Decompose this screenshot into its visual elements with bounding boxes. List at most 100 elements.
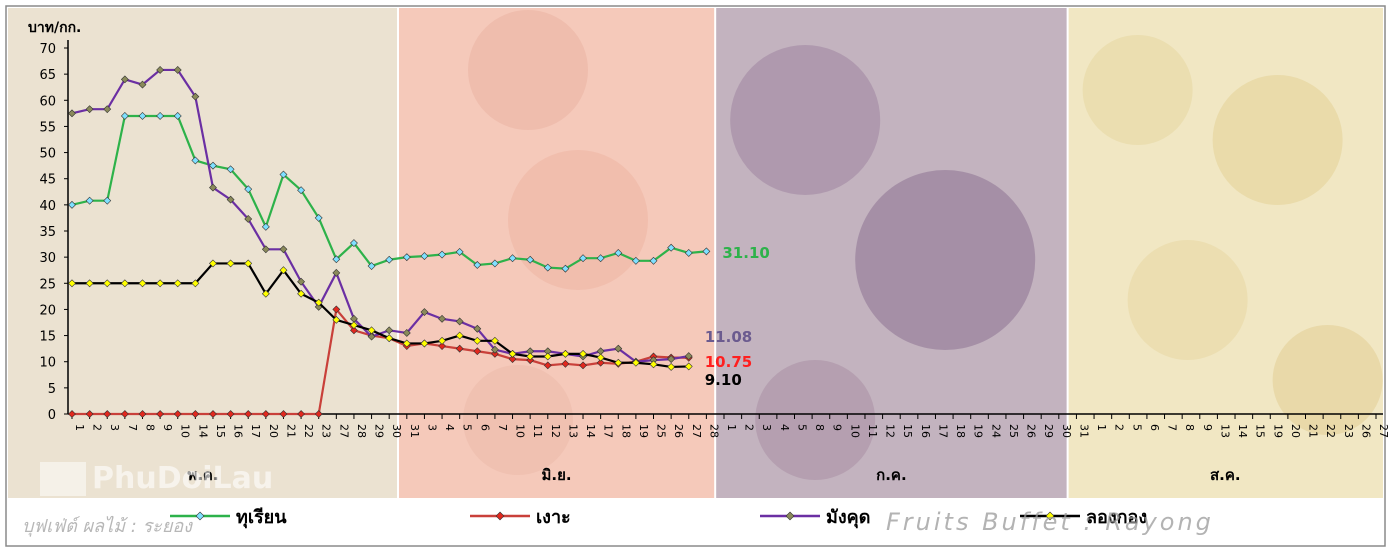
data-point <box>438 336 446 345</box>
x-tick-label: 13 <box>1218 424 1231 438</box>
data-point <box>543 263 552 272</box>
fruit-photo-blob <box>755 360 876 480</box>
x-tick-label: 9 <box>831 424 844 431</box>
data-point <box>455 331 464 340</box>
data-point <box>332 305 341 314</box>
y-tick-label: 35 <box>39 225 56 240</box>
x-tick-label: 7 <box>496 424 509 431</box>
data-point <box>561 359 570 368</box>
data-point <box>667 355 676 364</box>
data-point <box>543 352 552 361</box>
data-point <box>85 410 94 418</box>
x-tick-label: 12 <box>884 424 897 438</box>
fruit-photo-blob <box>855 170 1036 350</box>
data-point <box>438 342 446 350</box>
data-point <box>596 353 605 362</box>
data-point <box>420 308 429 316</box>
x-tick-label: 20 <box>267 424 280 438</box>
x-tick-label: 17 <box>249 424 262 438</box>
data-point <box>191 92 200 101</box>
x-tick-label: 3 <box>108 424 121 431</box>
data-point <box>244 259 253 268</box>
y-axis-label: บาท/กก. <box>28 20 81 36</box>
x-tick-label: 22 <box>302 424 315 438</box>
x-tick-label: 25 <box>655 424 668 438</box>
y-tick-label: 55 <box>39 120 56 135</box>
fruit-photo-blob <box>1127 240 1248 360</box>
x-tick-label: 29 <box>1042 424 1055 438</box>
data-point <box>631 256 640 265</box>
x-tick-label: 14 <box>196 424 209 438</box>
data-point <box>297 410 306 418</box>
x-tick-label: 8 <box>143 424 156 431</box>
data-point <box>297 289 306 298</box>
data-point <box>684 352 693 360</box>
x-tick-label: 14 <box>584 424 597 438</box>
x-tick-label: 23 <box>320 424 333 438</box>
x-tick-label: 10 <box>179 424 192 438</box>
data-point <box>490 349 499 358</box>
data-point <box>420 339 429 348</box>
data-point <box>473 336 482 345</box>
data-point <box>173 112 182 120</box>
x-tick-label: 25 <box>1007 424 1020 438</box>
x-tick-label: 27 <box>337 424 350 438</box>
data-point <box>649 360 658 369</box>
y-tick-label: 40 <box>39 199 56 214</box>
x-tick-label: 19 <box>1271 424 1284 438</box>
data-point <box>684 249 693 257</box>
logo-mark <box>40 462 86 496</box>
x-tick-label: 17 <box>936 424 949 438</box>
data-point <box>455 317 464 326</box>
x-tick-label: 28 <box>355 424 368 438</box>
x-tick-label: 26 <box>672 424 685 438</box>
data-point <box>279 410 288 418</box>
x-tick-label: 11 <box>866 424 879 438</box>
legend-marker <box>195 511 205 521</box>
data-point <box>173 279 182 288</box>
data-point <box>614 358 623 367</box>
data-point <box>490 336 499 345</box>
data-point <box>490 259 499 268</box>
data-point <box>156 112 165 120</box>
x-tick-label: 26 <box>1025 424 1038 438</box>
end-value-label: 11.08 <box>705 328 752 346</box>
x-tick-label: 21 <box>1307 424 1320 438</box>
fruit-photo-blob <box>1082 35 1193 145</box>
data-point <box>85 196 94 205</box>
x-tick-label: 15 <box>214 424 227 438</box>
legend-label: ลองกอง <box>1086 507 1147 528</box>
legend-marker <box>495 511 505 521</box>
data-point <box>702 247 711 256</box>
data-point <box>244 185 253 194</box>
data-point <box>120 279 129 288</box>
watermark-left: บุฟเฟ่ต์ ผลไม้ : ระยอง <box>22 515 193 537</box>
x-tick-label: 23 <box>1342 424 1355 438</box>
y-tick-label: 70 <box>39 42 56 57</box>
x-tick-label: 3 <box>425 424 438 431</box>
data-point <box>226 259 235 268</box>
data-point <box>508 254 517 263</box>
data-point <box>332 315 341 324</box>
data-point <box>191 410 200 418</box>
legend-label: ทุเรียน <box>236 507 287 529</box>
data-point <box>367 326 376 335</box>
month-label: มิ.ย. <box>542 466 572 484</box>
data-point <box>209 259 217 268</box>
month-panel <box>715 8 1068 500</box>
data-point <box>226 165 235 174</box>
data-point <box>579 254 587 263</box>
x-tick-label: 2 <box>743 424 756 431</box>
x-tick-label: 9 <box>161 424 174 431</box>
watermark-right: Fruits Buffet : Rayong <box>886 508 1214 536</box>
data-point <box>279 266 288 275</box>
data-point <box>614 344 623 353</box>
data-point <box>473 347 482 356</box>
data-point <box>279 245 288 254</box>
data-point <box>138 410 147 418</box>
x-tick-label: 10 <box>514 424 527 438</box>
data-point <box>350 326 358 335</box>
data-point <box>156 66 165 74</box>
x-tick-label: 9 <box>1201 424 1214 431</box>
